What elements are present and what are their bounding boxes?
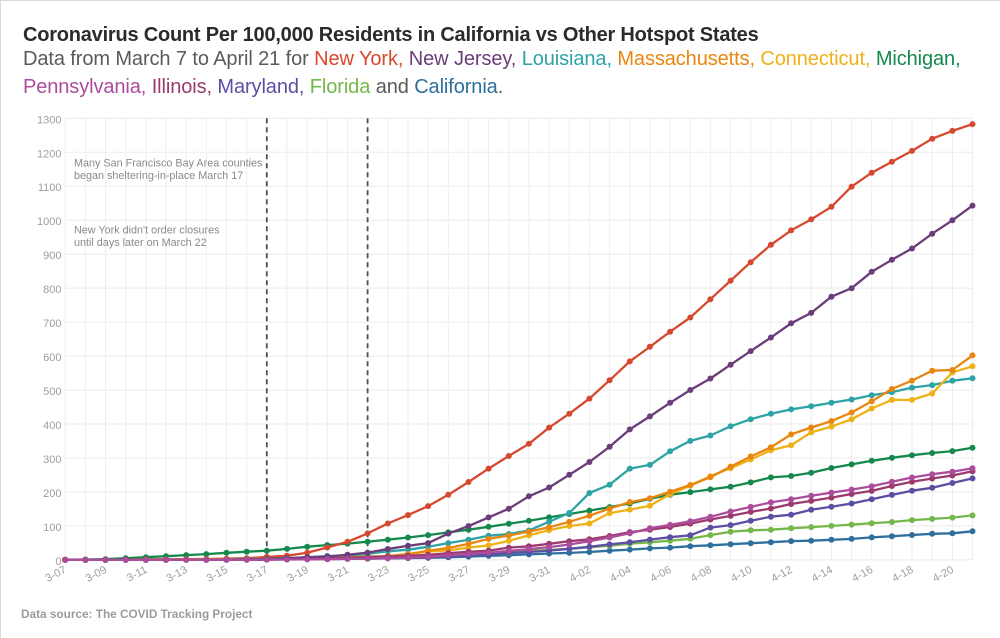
svg-text:4-04: 4-04: [608, 564, 633, 585]
svg-text:4-10: 4-10: [729, 564, 754, 585]
svg-text:3-09: 3-09: [84, 564, 109, 585]
svg-text:3-11: 3-11: [125, 564, 149, 585]
svg-text:900: 900: [43, 250, 61, 262]
svg-text:3-21: 3-21: [326, 564, 351, 585]
svg-text:3-29: 3-29: [487, 564, 512, 585]
svg-text:4-20: 4-20: [931, 564, 956, 585]
svg-text:400: 400: [43, 420, 61, 432]
svg-text:New York didn't order closures: New York didn't order closures: [74, 225, 220, 237]
svg-text:3-17: 3-17: [245, 564, 270, 585]
svg-text:1200: 1200: [37, 148, 61, 160]
svg-text:4-08: 4-08: [689, 564, 714, 585]
svg-text:700: 700: [43, 318, 61, 330]
svg-text:500: 500: [43, 386, 61, 398]
svg-text:4-02: 4-02: [568, 564, 593, 585]
svg-text:1000: 1000: [37, 216, 61, 228]
svg-text:3-15: 3-15: [205, 564, 230, 585]
svg-text:800: 800: [43, 284, 61, 296]
svg-text:200: 200: [43, 488, 61, 500]
svg-text:4-06: 4-06: [648, 564, 673, 585]
svg-text:3-19: 3-19: [286, 564, 311, 585]
svg-text:0: 0: [55, 556, 61, 568]
svg-text:3-13: 3-13: [165, 564, 190, 585]
svg-text:Many San Francisco Bay Area co: Many San Francisco Bay Area counties: [74, 158, 263, 170]
svg-text:600: 600: [43, 352, 61, 364]
svg-text:3-25: 3-25: [406, 564, 431, 585]
svg-text:4-12: 4-12: [769, 564, 794, 585]
svg-text:3-23: 3-23: [366, 564, 391, 585]
svg-text:began sheltering-in-place Marc: began sheltering-in-place March 17: [74, 170, 243, 182]
svg-text:300: 300: [43, 454, 61, 466]
svg-text:100: 100: [43, 522, 61, 534]
svg-text:1100: 1100: [38, 182, 62, 194]
svg-text:until days later on March 22: until days later on March 22: [74, 237, 207, 249]
svg-text:3-31: 3-31: [527, 564, 552, 585]
svg-text:1300: 1300: [37, 114, 61, 126]
svg-text:4-16: 4-16: [850, 564, 875, 585]
svg-text:4-18: 4-18: [890, 564, 915, 585]
svg-text:3-27: 3-27: [447, 564, 472, 585]
svg-text:3-07: 3-07: [44, 564, 69, 585]
svg-text:4-14: 4-14: [810, 564, 835, 585]
